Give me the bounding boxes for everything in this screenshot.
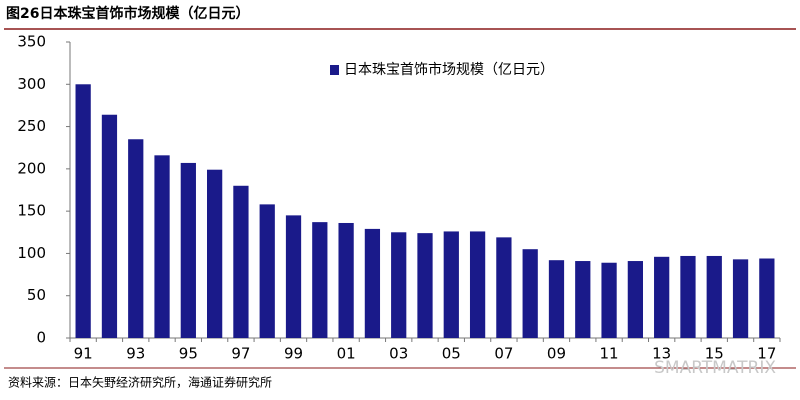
bar bbox=[233, 185, 249, 338]
x-tick-label: 07 bbox=[494, 345, 513, 363]
y-tick-label: 150 bbox=[17, 202, 46, 220]
bar bbox=[654, 256, 670, 338]
x-tick-label: 11 bbox=[600, 345, 619, 363]
bar bbox=[154, 155, 170, 338]
bar bbox=[680, 255, 696, 338]
bar bbox=[285, 215, 302, 338]
bar bbox=[207, 169, 223, 338]
watermark: SMARTMATRIX bbox=[654, 358, 776, 378]
x-tick-label: 05 bbox=[442, 345, 461, 363]
x-tick-label: 01 bbox=[337, 345, 356, 363]
bar bbox=[259, 204, 275, 338]
legend-label: 日本珠宝首饰市场规模（亿日元） bbox=[344, 61, 554, 78]
x-tick-label: 09 bbox=[547, 345, 566, 363]
y-tick-label: 100 bbox=[17, 244, 46, 262]
bar bbox=[496, 237, 512, 338]
bar bbox=[391, 232, 407, 338]
bar bbox=[312, 222, 328, 338]
bar bbox=[732, 259, 749, 338]
bar bbox=[627, 261, 643, 338]
x-tick-label: 17 bbox=[757, 345, 776, 363]
y-tick-label: 0 bbox=[36, 329, 46, 347]
bar bbox=[548, 260, 565, 338]
x-tick-label: 99 bbox=[284, 345, 303, 363]
y-tick-label: 350 bbox=[17, 33, 46, 51]
x-tick-label: 15 bbox=[705, 345, 724, 363]
bar bbox=[759, 258, 775, 338]
x-tick-label: 91 bbox=[74, 345, 93, 363]
bar bbox=[706, 255, 722, 338]
bar bbox=[443, 231, 459, 338]
y-tick-label: 50 bbox=[27, 286, 46, 304]
bar bbox=[180, 162, 196, 338]
x-tick-label: 97 bbox=[231, 345, 250, 363]
bar bbox=[128, 139, 144, 338]
y-tick-label: 200 bbox=[17, 159, 46, 177]
legend-swatch bbox=[330, 65, 339, 75]
bar bbox=[522, 249, 538, 338]
bar bbox=[575, 261, 591, 338]
bar bbox=[75, 84, 91, 339]
source-note: 资料来源：日本矢野经济研究所，海通证券研究所 bbox=[8, 375, 272, 390]
bar bbox=[338, 222, 354, 338]
bar bbox=[364, 228, 381, 338]
bar bbox=[101, 114, 118, 338]
y-tick-label: 250 bbox=[17, 117, 46, 135]
x-tick-label: 95 bbox=[179, 345, 198, 363]
bar bbox=[469, 231, 486, 338]
bar bbox=[417, 233, 433, 338]
y-tick-label: 300 bbox=[17, 75, 46, 93]
x-tick-label: 03 bbox=[389, 345, 408, 363]
chart-title: 图26日本珠宝首饰市场规模（亿日元） bbox=[6, 5, 249, 22]
x-tick-label: 93 bbox=[126, 345, 145, 363]
x-tick-label: 13 bbox=[652, 345, 671, 363]
bar bbox=[601, 262, 617, 338]
